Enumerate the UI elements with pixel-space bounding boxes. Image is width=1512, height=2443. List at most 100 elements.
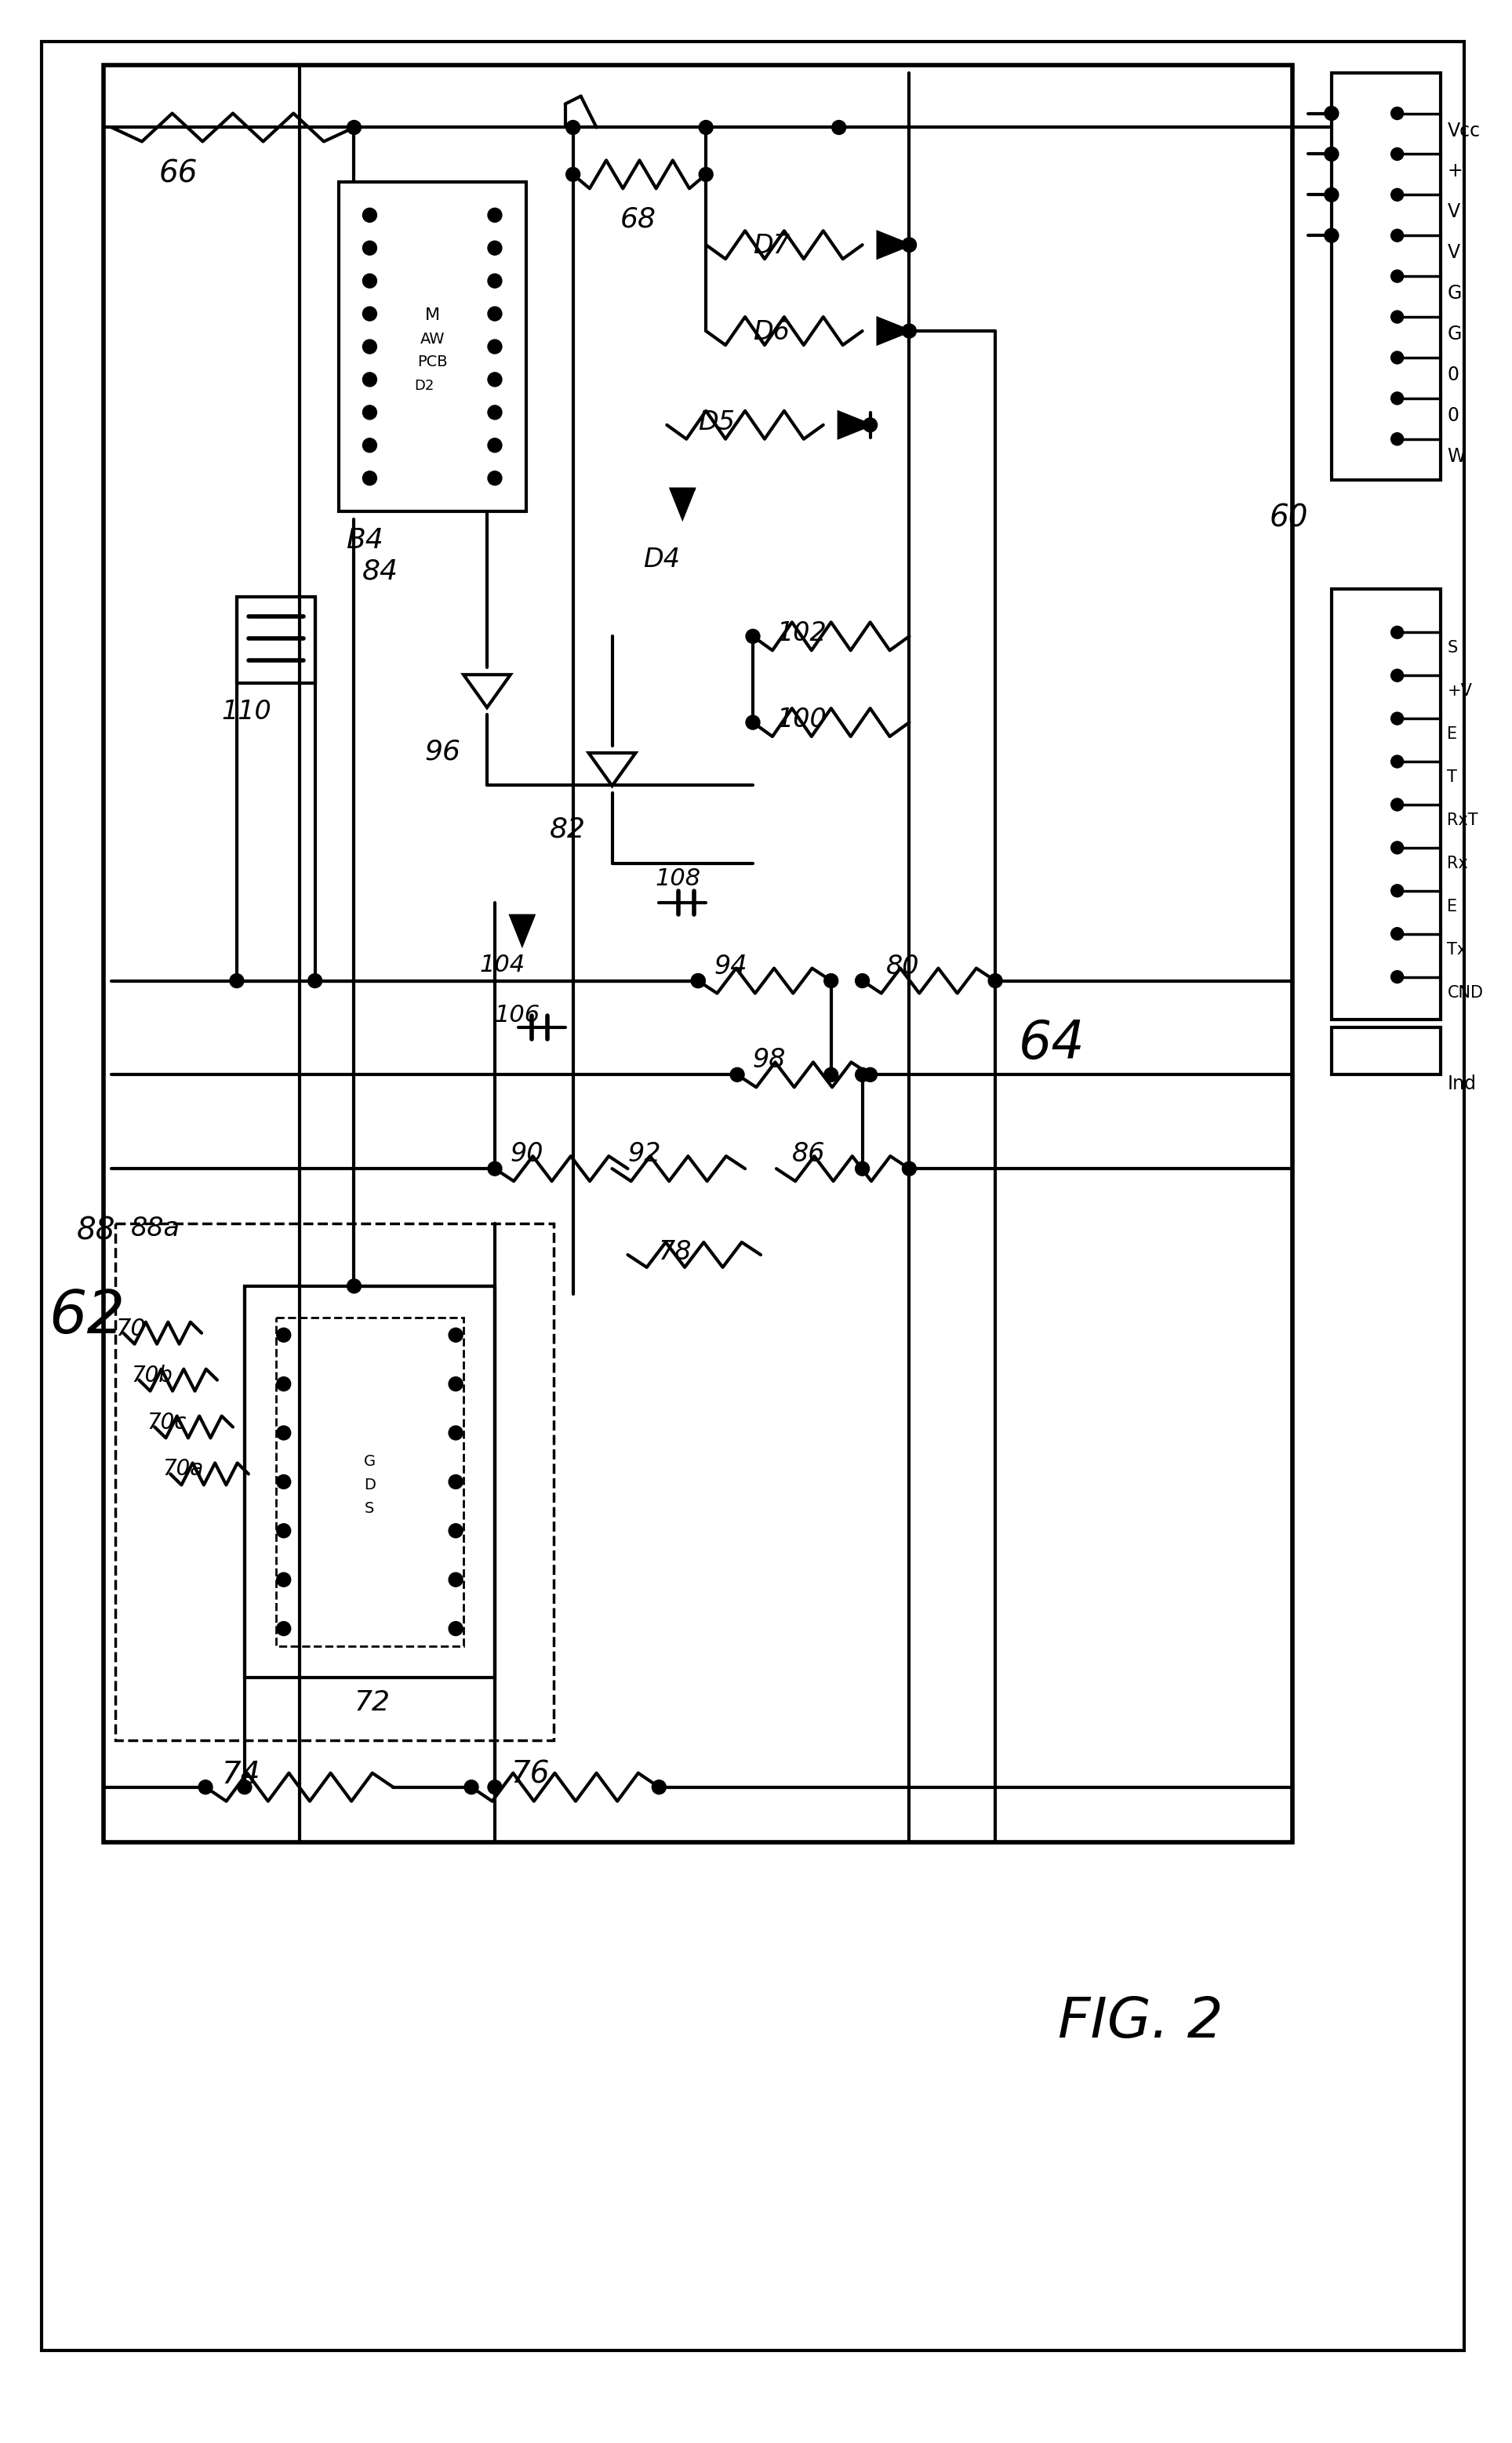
Bar	[1332, 73, 1441, 479]
Text: 94: 94	[714, 953, 747, 980]
Circle shape	[277, 1476, 290, 1488]
Text: 80: 80	[886, 953, 919, 980]
Text: +V: +V	[1447, 684, 1473, 699]
Circle shape	[488, 437, 502, 452]
Circle shape	[488, 471, 502, 486]
Circle shape	[856, 1068, 869, 1082]
Text: E: E	[1447, 899, 1458, 914]
Polygon shape	[671, 489, 694, 518]
Polygon shape	[839, 413, 871, 437]
Text: FIG. 2: FIG. 2	[1058, 1996, 1223, 2050]
Circle shape	[903, 1160, 916, 1175]
Bar	[1332, 1029, 1441, 1075]
Circle shape	[856, 975, 869, 987]
Circle shape	[363, 371, 376, 386]
Text: B4: B4	[346, 528, 384, 555]
Text: V: V	[1447, 203, 1461, 222]
Text: 70: 70	[115, 1317, 147, 1341]
Text: 84: 84	[361, 557, 398, 584]
Text: 104: 104	[479, 953, 525, 977]
Bar	[237, 596, 314, 684]
Text: 92: 92	[627, 1141, 661, 1168]
Text: 76: 76	[511, 1759, 549, 1791]
Circle shape	[1391, 147, 1403, 161]
Circle shape	[488, 340, 502, 354]
Polygon shape	[878, 318, 909, 344]
Text: CND: CND	[1447, 985, 1483, 999]
Text: +: +	[1447, 161, 1462, 181]
Text: V: V	[1447, 244, 1461, 261]
Text: Rx: Rx	[1447, 855, 1468, 872]
Circle shape	[691, 975, 705, 987]
Circle shape	[691, 975, 705, 987]
Text: T: T	[1447, 770, 1458, 784]
Text: S: S	[364, 1502, 375, 1517]
Circle shape	[488, 371, 502, 386]
Text: 60: 60	[1269, 503, 1308, 533]
Circle shape	[863, 418, 877, 432]
Circle shape	[699, 169, 714, 181]
Text: 70b: 70b	[132, 1363, 172, 1385]
Circle shape	[488, 1160, 502, 1175]
Text: D5: D5	[699, 410, 735, 435]
Text: G: G	[364, 1454, 375, 1468]
Text: G: G	[1447, 325, 1462, 344]
Text: 96: 96	[425, 738, 461, 765]
Text: 70a: 70a	[162, 1458, 204, 1480]
Text: S: S	[1447, 640, 1458, 655]
Text: E: E	[1447, 726, 1458, 743]
Bar	[299, 66, 1293, 1842]
Circle shape	[1391, 107, 1403, 120]
Circle shape	[277, 1524, 290, 1537]
Circle shape	[1391, 928, 1403, 941]
Circle shape	[730, 1068, 744, 1082]
Circle shape	[308, 975, 322, 987]
Text: 0: 0	[1447, 366, 1459, 384]
Text: 74: 74	[221, 1759, 260, 1791]
Text: 100: 100	[776, 706, 827, 733]
Text: 110: 110	[221, 699, 271, 726]
Circle shape	[277, 1427, 290, 1439]
Bar	[104, 66, 1293, 1842]
Circle shape	[1391, 840, 1403, 855]
Text: 82: 82	[549, 816, 585, 843]
Circle shape	[565, 120, 581, 134]
Text: 78: 78	[659, 1239, 692, 1265]
Circle shape	[1391, 188, 1403, 200]
Text: D2: D2	[414, 379, 434, 393]
Bar	[115, 1224, 553, 1739]
Bar	[1332, 589, 1441, 1019]
Circle shape	[1391, 799, 1403, 811]
Circle shape	[745, 716, 761, 730]
Text: 68: 68	[620, 205, 656, 232]
Text: D7: D7	[753, 232, 789, 259]
Circle shape	[989, 975, 1002, 987]
Circle shape	[230, 975, 243, 987]
Bar	[339, 183, 526, 511]
Circle shape	[824, 975, 838, 987]
Circle shape	[1325, 230, 1338, 242]
Circle shape	[488, 1781, 502, 1793]
Circle shape	[449, 1573, 463, 1586]
Text: 62: 62	[48, 1287, 125, 1346]
Circle shape	[903, 237, 916, 252]
Circle shape	[863, 1068, 877, 1082]
Circle shape	[237, 1781, 251, 1793]
Circle shape	[198, 1781, 213, 1793]
Text: 88a: 88a	[132, 1217, 180, 1241]
Text: 64: 64	[1019, 1019, 1086, 1070]
Circle shape	[363, 274, 376, 288]
Text: 70c: 70c	[147, 1412, 186, 1434]
Circle shape	[348, 1280, 361, 1292]
Polygon shape	[878, 232, 909, 257]
Circle shape	[1391, 755, 1403, 767]
Text: 108: 108	[655, 867, 700, 889]
Circle shape	[363, 308, 376, 320]
Bar	[245, 1285, 494, 1678]
Circle shape	[488, 242, 502, 254]
Circle shape	[449, 1524, 463, 1537]
Text: 0: 0	[1447, 406, 1459, 425]
Circle shape	[1325, 188, 1338, 203]
Bar	[275, 1317, 464, 1647]
Circle shape	[363, 406, 376, 420]
